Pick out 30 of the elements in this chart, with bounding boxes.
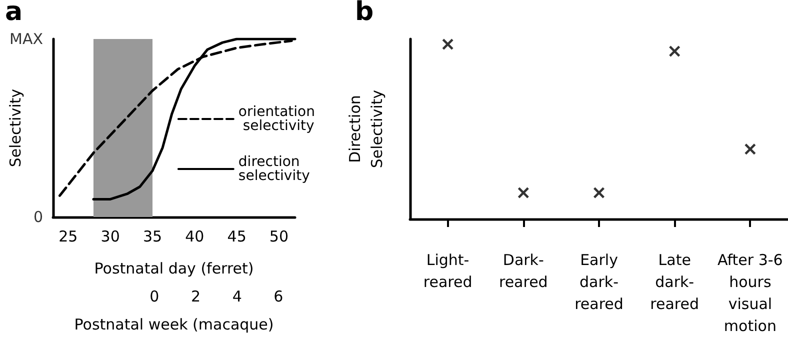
chart-title: b (355, 0, 374, 27)
point (594, 187, 604, 198)
legend-label: direction selectivity (238, 154, 310, 184)
point (442, 38, 454, 50)
x-tick-label: 40 (185, 228, 204, 246)
x-tick-label: 35 (142, 228, 162, 246)
x2-tick-label: 0 (150, 288, 160, 306)
x-tick-label: Dark- reared (498, 251, 548, 291)
x-tick-label: 30 (100, 228, 120, 246)
x-tick-label: Late dark- reared (650, 251, 700, 313)
legend-label: orientation selectivity (238, 104, 316, 134)
x-tick-label: 50 (269, 228, 289, 246)
x-tick-label: After 3-6 hours visual motion (718, 251, 783, 335)
y-axis-title: Direction Selectivity (346, 90, 386, 168)
point (744, 144, 756, 155)
point (669, 46, 680, 57)
x2-tick-label: 2 (190, 288, 200, 306)
x2-tick-label: 6 (274, 288, 284, 306)
x-tick-label: 45 (227, 228, 246, 246)
x-tick-label: 25 (58, 228, 78, 246)
chart-title: a (5, 0, 23, 27)
x2-tick-label: 4 (232, 288, 242, 306)
x2-axis-title: Postnatal week (macaque) (74, 316, 274, 334)
x-tick-label: Light- reared (423, 251, 472, 291)
text: 0 (33, 208, 43, 226)
x-tick-label: Early dark- reared (574, 251, 624, 313)
point (518, 187, 529, 198)
x-axis-title: Postnatal day (ferret) (94, 260, 254, 278)
y-axis-title: Selectivity (6, 88, 24, 168)
text: MAX (10, 30, 43, 48)
